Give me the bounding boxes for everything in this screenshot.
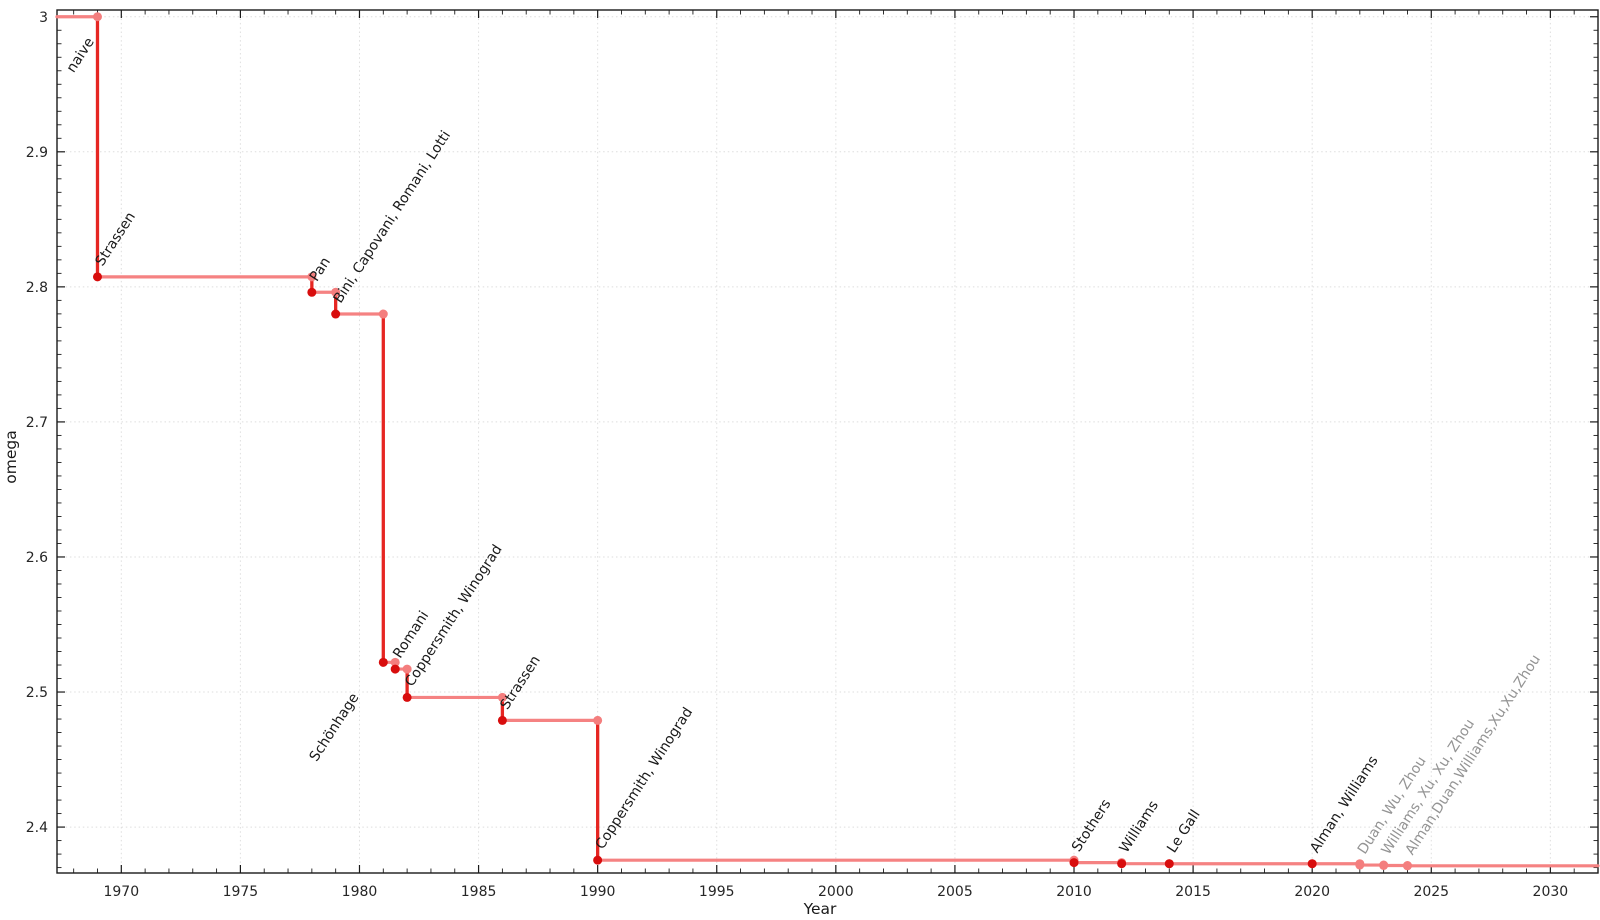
- plateau-end-point: [497, 692, 507, 702]
- discovery-point: [378, 657, 388, 667]
- y-tick-label: 2.4: [26, 820, 48, 836]
- x-tick-label: 2025: [1413, 884, 1449, 900]
- y-tick-label: 3: [39, 10, 48, 26]
- x-tick-label: 2020: [1294, 884, 1330, 900]
- x-tick-label: 2005: [937, 884, 973, 900]
- plot-area: 1970 1975 1980 1985 1990 1995 2000 2005 2010 2015…: [26, 9, 1600, 900]
- x-tick-label: 1995: [699, 884, 735, 900]
- plateau-end-point: [92, 12, 102, 22]
- plateau-end-point: [378, 309, 388, 319]
- discovery-label: Schönhage: [307, 690, 363, 764]
- y-tick-label: 2.9: [26, 145, 48, 161]
- y-tick-label: 2.6: [26, 550, 48, 566]
- x-tick-label: 2000: [818, 884, 854, 900]
- discovery-point: [1069, 858, 1079, 868]
- discovery-point: [331, 309, 341, 319]
- discovery-point: [390, 664, 400, 674]
- plateau-end-point: [307, 272, 317, 282]
- discovery-point: [1164, 859, 1174, 869]
- plateau-end-point: [402, 664, 412, 674]
- discovery-label: Strassen: [92, 209, 139, 269]
- x-tick-label: 1990: [580, 884, 616, 900]
- x-tick-label: 2030: [1533, 884, 1569, 900]
- plot-border: [56, 9, 1599, 874]
- discovery-label: Williams: [1117, 798, 1162, 856]
- discovery-label: Stothers: [1069, 797, 1115, 855]
- discovery-point: [92, 272, 102, 282]
- y-tick-label: 2.7: [26, 415, 48, 431]
- discovery-label: Bini, Capovani, Romani, Lotti: [331, 128, 454, 306]
- y-axis-title: omega: [2, 430, 20, 483]
- y-tick-label: 2.8: [26, 280, 48, 296]
- discovery-point: [1355, 860, 1365, 870]
- plateau-end-point: [593, 715, 603, 725]
- discovery-point: [1117, 859, 1127, 869]
- y-tick-label: 2.5: [26, 685, 48, 701]
- discovery-label: naive: [64, 35, 98, 76]
- x-tick-label: 2015: [1175, 884, 1211, 900]
- x-tick-label: 1985: [461, 884, 497, 900]
- discovery-point: [497, 715, 507, 725]
- x-axis-title: Year: [803, 900, 837, 918]
- plateau-end-point: [390, 657, 400, 667]
- x-tick-label: 1980: [342, 884, 378, 900]
- discovery-point: [1379, 861, 1389, 871]
- discovery-point: [402, 692, 412, 702]
- discovery-point: [307, 287, 317, 297]
- discovery-label: Le Gall: [1164, 807, 1203, 856]
- discovery-point: [1307, 859, 1317, 869]
- discovery-label: Strassen: [497, 653, 544, 713]
- discovery-point: [1402, 861, 1412, 871]
- discovery-point: [593, 855, 603, 865]
- x-tick-label: 2010: [1056, 884, 1092, 900]
- x-tick-label: 1970: [103, 884, 139, 900]
- discovery-label: Coppersmith, Winograd: [593, 705, 697, 853]
- x-tick-label: 1975: [223, 884, 259, 900]
- plateau-end-point: [331, 287, 341, 297]
